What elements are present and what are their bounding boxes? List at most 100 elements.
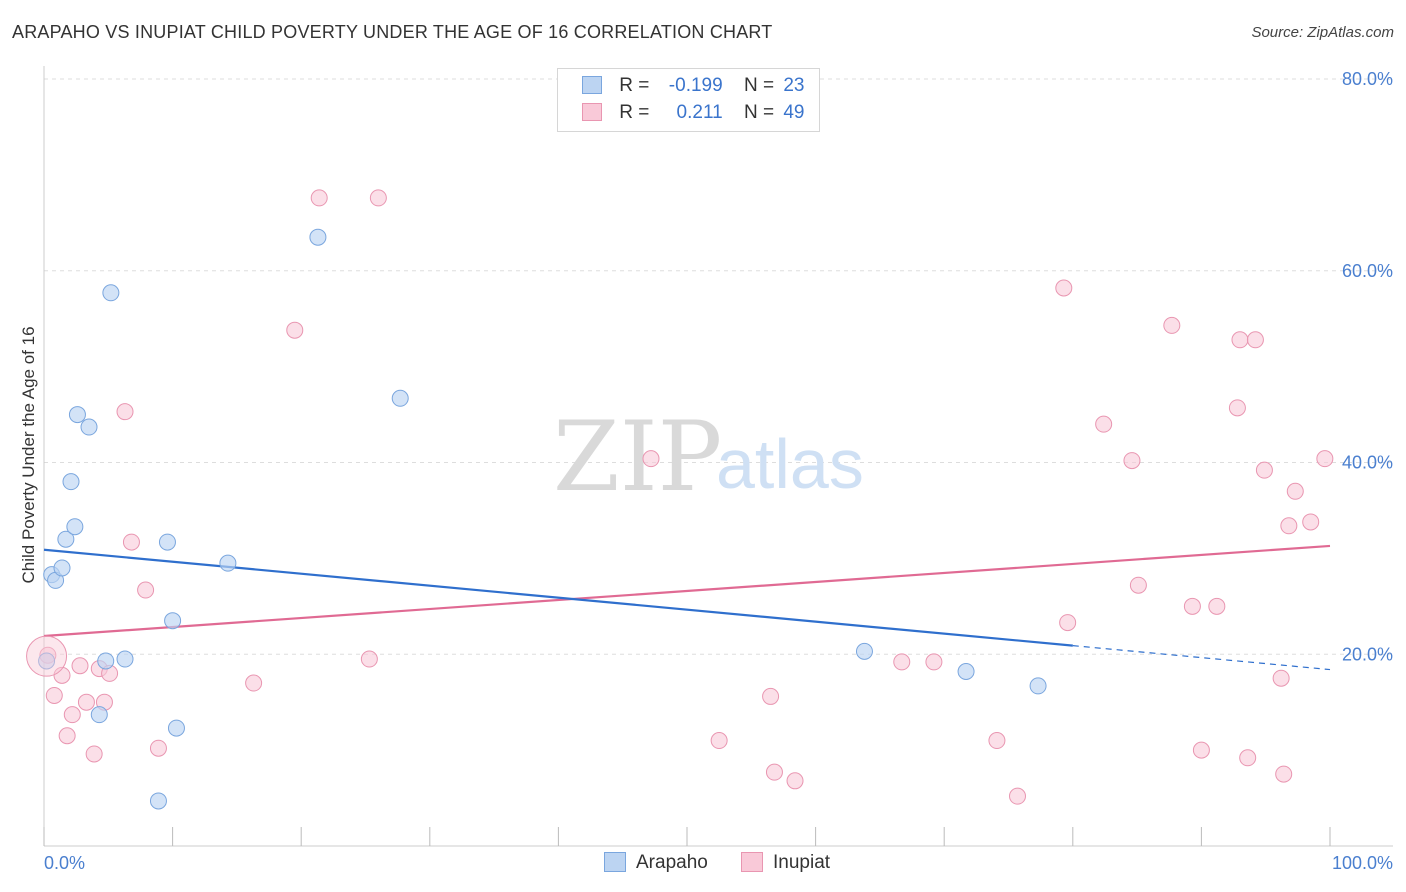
watermark-zip: ZIP <box>553 401 722 513</box>
arapaho-point <box>219 554 237 572</box>
arapaho-point <box>90 706 108 724</box>
arapaho-point <box>53 559 71 577</box>
inupiat-point <box>369 189 387 207</box>
bottom-legend-arapaho: Arapaho <box>604 852 708 874</box>
inupiat-point <box>1239 749 1257 767</box>
legend-n-value-arapaho: 23 <box>783 75 805 96</box>
inupiat-point <box>786 772 804 790</box>
inupiat-point <box>58 727 76 745</box>
inupiat-point <box>1255 461 1273 479</box>
source-label: Source: ZipAtlas.com <box>1251 24 1394 41</box>
legend-row-inupiat: R = 0.211 N = 49 <box>582 102 804 126</box>
inupiat-point <box>1272 669 1290 687</box>
y-tick-label: 60.0% <box>1342 261 1393 281</box>
inupiat-point <box>1228 399 1246 417</box>
y-tick-label: 20.0% <box>1342 644 1393 664</box>
inupiat-point <box>893 653 911 671</box>
chart-title: ARAPAHO VS INUPIAT CHILD POVERTY UNDER T… <box>12 22 773 42</box>
inupiat-point <box>1009 787 1027 805</box>
inupiat-point <box>1208 597 1226 615</box>
inupiat-point <box>765 763 783 781</box>
inupiat-point <box>1286 482 1304 500</box>
inupiat-point <box>1095 415 1113 433</box>
inupiat-point <box>149 739 167 757</box>
inupiat-point <box>310 189 328 207</box>
arapaho-point <box>855 642 873 660</box>
inupiat-point <box>45 686 63 704</box>
inupiat-swatch <box>741 852 763 872</box>
arapaho-point <box>66 518 84 536</box>
arapaho-point <box>97 652 115 670</box>
legend-n-label: N = <box>743 75 775 96</box>
inupiat-swatch <box>582 103 602 121</box>
inupiat-point <box>360 650 378 668</box>
inupiat-point <box>63 706 81 724</box>
inupiat-point <box>85 745 103 763</box>
inupiat-point <box>71 657 89 675</box>
arapaho-point <box>116 650 134 668</box>
inupiat-point <box>988 732 1006 750</box>
axes <box>43 66 1393 847</box>
x-tick-label: 100.0% <box>1332 853 1393 873</box>
inupiat-point <box>1123 452 1141 470</box>
x-tick-label: 0.0% <box>44 853 85 873</box>
arapaho-point <box>149 792 167 810</box>
arapaho-point <box>62 473 80 491</box>
arapaho-point <box>391 389 409 407</box>
legend-r-label: R = <box>619 102 650 123</box>
arapaho-point <box>158 533 176 551</box>
legend-r-value-arapaho: -0.199 <box>668 75 723 96</box>
arapaho-point <box>957 663 975 681</box>
arapaho-point <box>309 228 327 246</box>
arapaho-point <box>1029 677 1047 695</box>
inupiat-point <box>245 674 263 692</box>
bottom-legend-inupiat-label: Inupiat <box>773 852 831 873</box>
inupiat-point <box>1129 576 1147 594</box>
y-axis-label: Child Poverty Under the Age of 16 <box>19 326 38 583</box>
inupiat-point <box>925 653 943 671</box>
inupiat-point <box>122 533 140 551</box>
inupiat-point <box>1302 513 1320 531</box>
y-tick-label: 40.0% <box>1342 453 1393 473</box>
inupiat-point <box>26 635 68 677</box>
arapaho-point <box>102 284 120 302</box>
inupiat-trend-line <box>43 544 1331 638</box>
legend-r-label: R = <box>619 75 650 96</box>
inupiat-point <box>116 403 134 421</box>
trend-lines <box>43 544 1331 671</box>
legend-r-value-inupiat: 0.211 <box>676 102 723 123</box>
legend-row-arapaho: R = -0.199 N = 23 <box>582 75 804 99</box>
inupiat-point <box>286 321 304 339</box>
arapaho-point <box>57 530 75 548</box>
arapaho-point <box>167 719 185 737</box>
watermark-atlas: atlas <box>716 425 864 503</box>
inupiat-point <box>1059 614 1077 632</box>
arapaho-trend-extension <box>1072 645 1331 671</box>
data-points <box>26 189 1334 810</box>
arapaho-point <box>38 652 56 670</box>
arapaho-point <box>80 418 98 436</box>
bottom-legend-arapaho-label: Arapaho <box>636 852 708 873</box>
inupiat-point <box>1231 331 1249 349</box>
inupiat-point <box>77 693 95 711</box>
tick-labels: 20.0% 40.0% 60.0% 80.0% 0.0% 100.0% <box>44 69 1393 873</box>
inupiat-point <box>1183 597 1201 615</box>
legend-n-value-inupiat: 49 <box>783 102 805 123</box>
y-tick-label: 80.0% <box>1342 69 1393 89</box>
arapaho-swatch <box>582 76 602 94</box>
inupiat-point <box>710 732 728 750</box>
arapaho-swatch <box>604 852 626 872</box>
arapaho-point <box>68 406 86 424</box>
inupiat-point <box>1192 741 1210 759</box>
inupiat-point <box>642 450 660 468</box>
arapaho-trend-line <box>43 548 1073 647</box>
legend: R = -0.199 N = 23 R = 0.211 N = 49 <box>557 68 820 132</box>
inupiat-point <box>762 687 780 705</box>
arapaho-point <box>164 612 182 630</box>
inupiat-point <box>1280 517 1298 535</box>
inupiat-point <box>53 666 71 684</box>
watermark: ZIP atlas <box>553 401 864 513</box>
bottom-legend-inupiat: Inupiat <box>741 852 830 874</box>
inupiat-point <box>1316 450 1334 468</box>
